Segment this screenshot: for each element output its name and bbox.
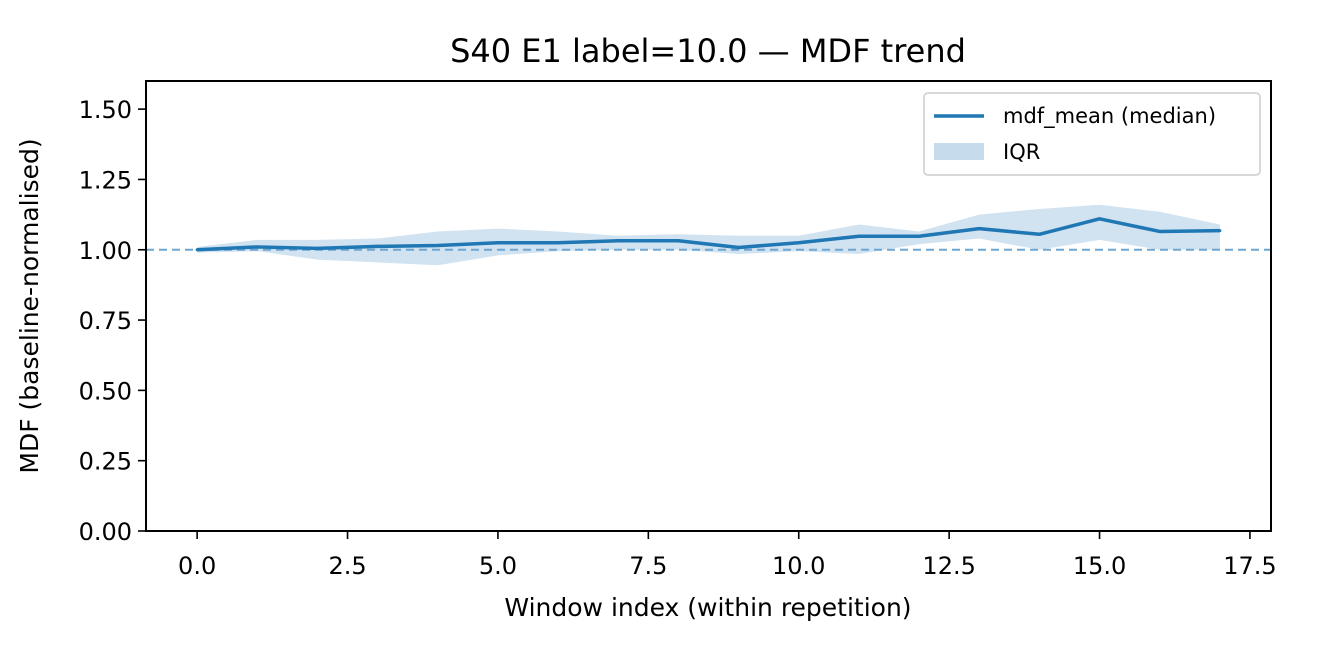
legend: mdf_mean (median) IQR: [923, 92, 1261, 176]
x-tick-label: 0.0: [178, 552, 216, 580]
median-point: [797, 241, 801, 245]
median-point: [436, 244, 440, 248]
median-point: [376, 244, 380, 248]
x-tick-label: 17.5: [1223, 552, 1276, 580]
x-tick-label: 12.5: [922, 552, 975, 580]
plot-area: [146, 204, 1271, 266]
median-point: [1218, 229, 1222, 233]
legend-band-swatch: [934, 143, 984, 160]
median-point: [496, 241, 500, 245]
chart-title: S40 E1 label=10.0 — MDF trend: [450, 32, 966, 70]
y-tick-label: 0.25: [79, 448, 132, 476]
median-point: [556, 241, 560, 245]
y-tick-label: 1.50: [79, 96, 132, 124]
x-axis: 0.0 2.5 5.0 7.5 10.0 12.5 15.0 17.5: [178, 531, 1277, 580]
x-tick-label: 2.5: [328, 552, 366, 580]
y-tick-label: 0.75: [79, 307, 132, 335]
x-axis-label: Window index (within repetition): [504, 593, 911, 622]
y-tick-label: 1.00: [79, 237, 132, 265]
legend-label-median: mdf_mean (median): [1003, 104, 1216, 129]
y-tick-label: 0.50: [79, 377, 132, 405]
x-tick-label: 15.0: [1073, 552, 1126, 580]
plot-frame: [145, 80, 1272, 532]
iqr-band: [197, 204, 1220, 266]
y-axis: 0.00 0.25 0.50 0.75 1.00 1.25 1.50: [79, 96, 146, 546]
median-point: [315, 246, 319, 250]
median-point: [977, 227, 981, 231]
median-point: [1158, 229, 1162, 233]
median-point: [857, 234, 861, 238]
x-tick-label: 5.0: [479, 552, 517, 580]
legend-box: [923, 92, 1261, 176]
median-point: [616, 239, 620, 243]
y-axis-label: MDF (baseline-normalised): [15, 138, 44, 473]
median-point: [255, 245, 259, 249]
median-point: [1037, 232, 1041, 236]
x-tick-label: 7.5: [629, 552, 667, 580]
y-tick-label: 1.25: [79, 166, 132, 194]
y-tick-label: 0.00: [79, 518, 132, 546]
x-tick-label: 10.0: [772, 552, 825, 580]
median-point: [676, 239, 680, 243]
median-point: [917, 234, 921, 238]
median-line: [197, 217, 1220, 252]
median-point: [737, 246, 741, 249]
median-point: [195, 248, 199, 252]
legend-label-iqr: IQR: [1003, 140, 1040, 164]
median-point: [1098, 217, 1102, 221]
